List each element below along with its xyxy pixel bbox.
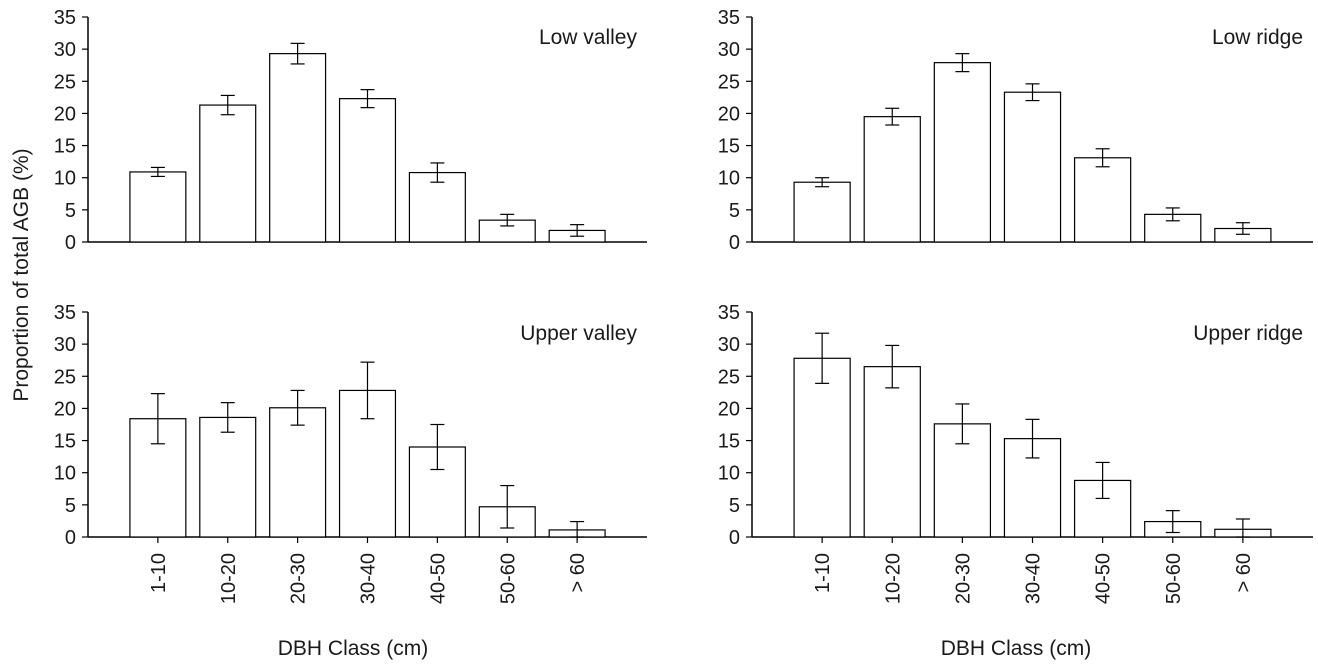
panel-title: Upper valley [520, 322, 637, 345]
y-tick-label: 35 [718, 302, 740, 324]
y-tick-label: 25 [718, 71, 740, 93]
x-tick-label: > 60 [567, 553, 589, 592]
y-tick-label: 25 [718, 366, 740, 388]
x-tick-label: 30-40 [358, 553, 380, 604]
x-tick-label: 1-10 [812, 553, 834, 593]
bar [863, 366, 921, 538]
y-tick-label: 30 [718, 39, 740, 61]
y-tick-label: 30 [718, 334, 740, 356]
y-tick-label: 20 [718, 398, 740, 420]
panel-3: 0 5 10 15 20 25 30 35 1-10 10-20 20-30 30-40 40-50 50… [54, 302, 647, 604]
x-axis-label-right: DBH Class (cm) [941, 637, 1092, 660]
panel-title: Low valley [539, 26, 638, 49]
x-axis-label-left: DBH Class (cm) [278, 637, 429, 660]
panel-4: 0 5 10 15 20 25 30 35 1-10 10-20 20-30 30-40 40-50 50… [718, 302, 1313, 604]
x-tick-label: 50-60 [497, 553, 519, 604]
y-tick-label: 15 [718, 431, 740, 453]
panel-2: 0 5 10 15 20 25 30 35 Low ridge [718, 7, 1313, 254]
bar [129, 171, 187, 243]
bar [793, 181, 851, 243]
y-tick-label: 20 [718, 103, 740, 125]
y-tick-label: 5 [729, 495, 740, 517]
x-tick-label: 40-50 [1093, 553, 1115, 604]
y-tick-label: 0 [729, 527, 740, 549]
y-tick-label: 10 [718, 463, 740, 485]
x-tick-label: 10-20 [218, 553, 240, 604]
x-tick-label: > 60 [1233, 553, 1255, 592]
y-tick-label: 15 [718, 136, 740, 158]
x-tick-label: 30-40 [1023, 553, 1045, 604]
bar [793, 357, 851, 538]
y-tick-label: 20 [54, 103, 76, 125]
panels: 0 5 10 15 20 25 30 35 Low valley 0 5 10 15 20 25 30 35 Lo… [54, 7, 1313, 604]
bar [933, 62, 992, 243]
x-tick-label: 20-30 [952, 553, 974, 604]
y-tick-label: 15 [54, 431, 76, 453]
y-tick-label: 15 [54, 136, 76, 158]
bar [269, 407, 327, 538]
bar [269, 53, 327, 243]
y-tick-label: 5 [65, 495, 76, 517]
bar [1003, 91, 1062, 243]
x-tick-label: 50-60 [1163, 553, 1185, 604]
y-tick-label: 25 [54, 366, 76, 388]
bar [1073, 157, 1132, 243]
y-tick-label: 0 [65, 527, 76, 549]
y-tick-label: 25 [54, 71, 76, 93]
y-tick-label: 0 [65, 232, 76, 254]
y-tick-label: 20 [54, 398, 76, 420]
y-tick-label: 35 [718, 7, 740, 29]
panel-title: Upper ridge [1193, 322, 1303, 345]
y-tick-label: 35 [54, 7, 76, 29]
y-tick-label: 35 [54, 302, 76, 324]
bar [199, 104, 257, 243]
panel-title: Low ridge [1212, 26, 1303, 49]
y-tick-label: 30 [54, 334, 76, 356]
x-tick-label: 10-20 [882, 553, 904, 604]
bar [199, 416, 257, 538]
y-tick-label: 30 [54, 39, 76, 61]
y-axis-label: Proportion of total AGB (%) [10, 148, 33, 401]
y-tick-label: 0 [729, 232, 740, 254]
panel-1: 0 5 10 15 20 25 30 35 Low valley [54, 7, 647, 254]
y-tick-label: 5 [65, 200, 76, 222]
y-tick-label: 5 [729, 200, 740, 222]
y-tick-label: 10 [718, 168, 740, 190]
y-tick-label: 10 [54, 168, 76, 190]
x-tick-label: 1-10 [148, 553, 170, 593]
bar [408, 171, 466, 243]
bar [863, 116, 921, 243]
bar [338, 98, 397, 243]
x-tick-label: 20-30 [288, 553, 310, 604]
y-tick-label: 10 [54, 463, 76, 485]
x-tick-label: 40-50 [427, 553, 449, 604]
